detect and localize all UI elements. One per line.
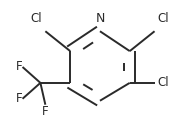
Text: F: F	[16, 61, 23, 73]
Text: F: F	[16, 92, 23, 105]
Text: Cl: Cl	[31, 12, 42, 25]
Text: F: F	[42, 105, 49, 118]
Text: N: N	[95, 12, 105, 25]
Text: Cl: Cl	[158, 12, 169, 25]
Text: Cl: Cl	[158, 76, 169, 89]
